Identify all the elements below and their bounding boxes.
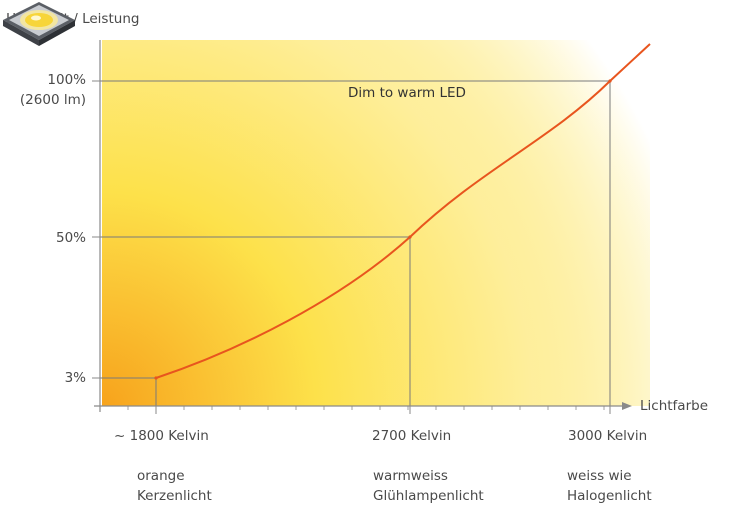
y-tick-label-100: 100% (47, 72, 86, 88)
y-tick-sublabel-100: (2600 lm) (19, 92, 86, 108)
x-desc-3000-line2: Halogenlicht (567, 488, 652, 504)
x-desc-1800-line1: orange (137, 468, 185, 484)
y-tick-label-50: 50% (55, 230, 86, 246)
y-tick-label-3: 3% (64, 370, 86, 386)
data-point-2 (608, 79, 612, 83)
x-tick-label-3000: 3000 Kelvin (568, 428, 648, 444)
x-desc-2700: warmweiss Glühlampenlicht (373, 466, 484, 506)
data-point-1 (408, 235, 412, 239)
led-chip-icon (3, 2, 75, 46)
x-axis-title: Lichtfarbe (640, 398, 708, 414)
x-desc-2700-line2: Glühlampenlicht (373, 488, 484, 504)
x-desc-3000: weiss wie Halogenlicht (567, 466, 652, 506)
x-desc-1800: orange Kerzenlicht (137, 466, 212, 506)
plot-background (102, 40, 650, 406)
x-desc-2700-line1: warmweiss (373, 468, 448, 484)
data-point-0 (154, 376, 158, 380)
x-tick-label-1800: ~ 1800 Kelvin (114, 428, 209, 444)
x-axis-arrow (622, 402, 632, 410)
x-tick-label-2700: 2700 Kelvin (372, 428, 452, 444)
x-desc-3000-line1: weiss wie (567, 468, 632, 484)
x-desc-1800-line2: Kerzenlicht (137, 488, 212, 504)
led-annotation: Dim to warm LED (348, 85, 466, 101)
